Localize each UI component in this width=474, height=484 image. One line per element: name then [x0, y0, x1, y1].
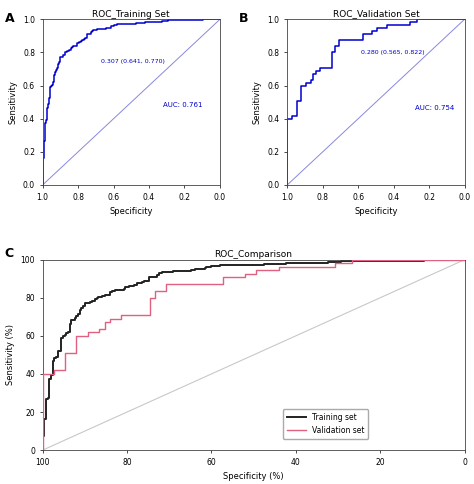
Y-axis label: Sensitivity (%): Sensitivity (%)	[6, 324, 15, 385]
Text: AUC: 0.754: AUC: 0.754	[415, 106, 454, 111]
X-axis label: Specificity: Specificity	[109, 207, 153, 216]
Title: ROC_Comparison: ROC_Comparison	[215, 250, 292, 259]
Text: B: B	[239, 12, 249, 25]
X-axis label: Specificity: Specificity	[354, 207, 398, 216]
Text: C: C	[5, 247, 14, 260]
Text: 0.280 (0.565, 0.822): 0.280 (0.565, 0.822)	[361, 50, 424, 56]
Y-axis label: Sensitivity: Sensitivity	[9, 80, 18, 124]
Text: A: A	[5, 12, 14, 25]
Legend: Training set, Validation set: Training set, Validation set	[283, 409, 368, 439]
Text: 0.307 (0.641, 0.770): 0.307 (0.641, 0.770)	[101, 59, 165, 64]
Title: ROC_Training Set: ROC_Training Set	[92, 10, 170, 18]
Title: ROC_Validation Set: ROC_Validation Set	[333, 10, 419, 18]
Y-axis label: Sensitivity: Sensitivity	[253, 80, 262, 124]
Text: AUC: 0.761: AUC: 0.761	[163, 102, 203, 108]
X-axis label: Specificity (%): Specificity (%)	[223, 472, 284, 481]
